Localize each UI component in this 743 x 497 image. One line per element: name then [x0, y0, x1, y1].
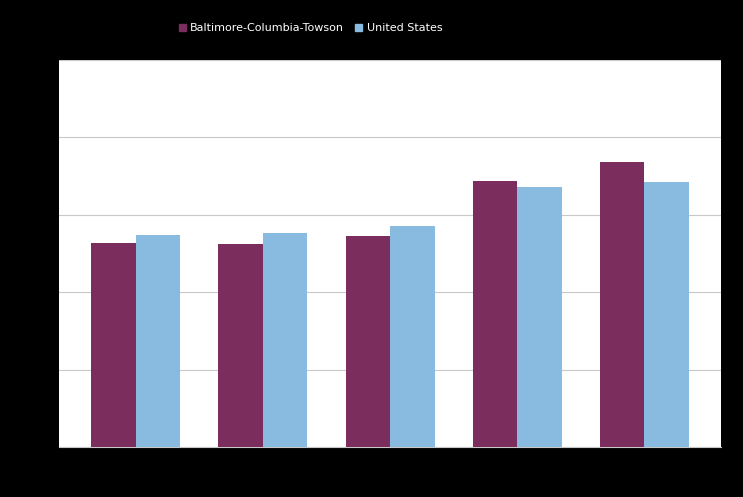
- Bar: [136, 235, 181, 447]
- Bar: [263, 233, 308, 447]
- Bar: [600, 162, 644, 447]
- Bar: [517, 187, 562, 447]
- Bar: [390, 226, 435, 447]
- Legend: Baltimore-Columbia-Towson, United States: Baltimore-Columbia-Towson, United States: [175, 19, 447, 38]
- Bar: [473, 180, 517, 447]
- Bar: [644, 182, 689, 447]
- Bar: [218, 244, 263, 447]
- Bar: [91, 243, 136, 447]
- Bar: [345, 237, 390, 447]
